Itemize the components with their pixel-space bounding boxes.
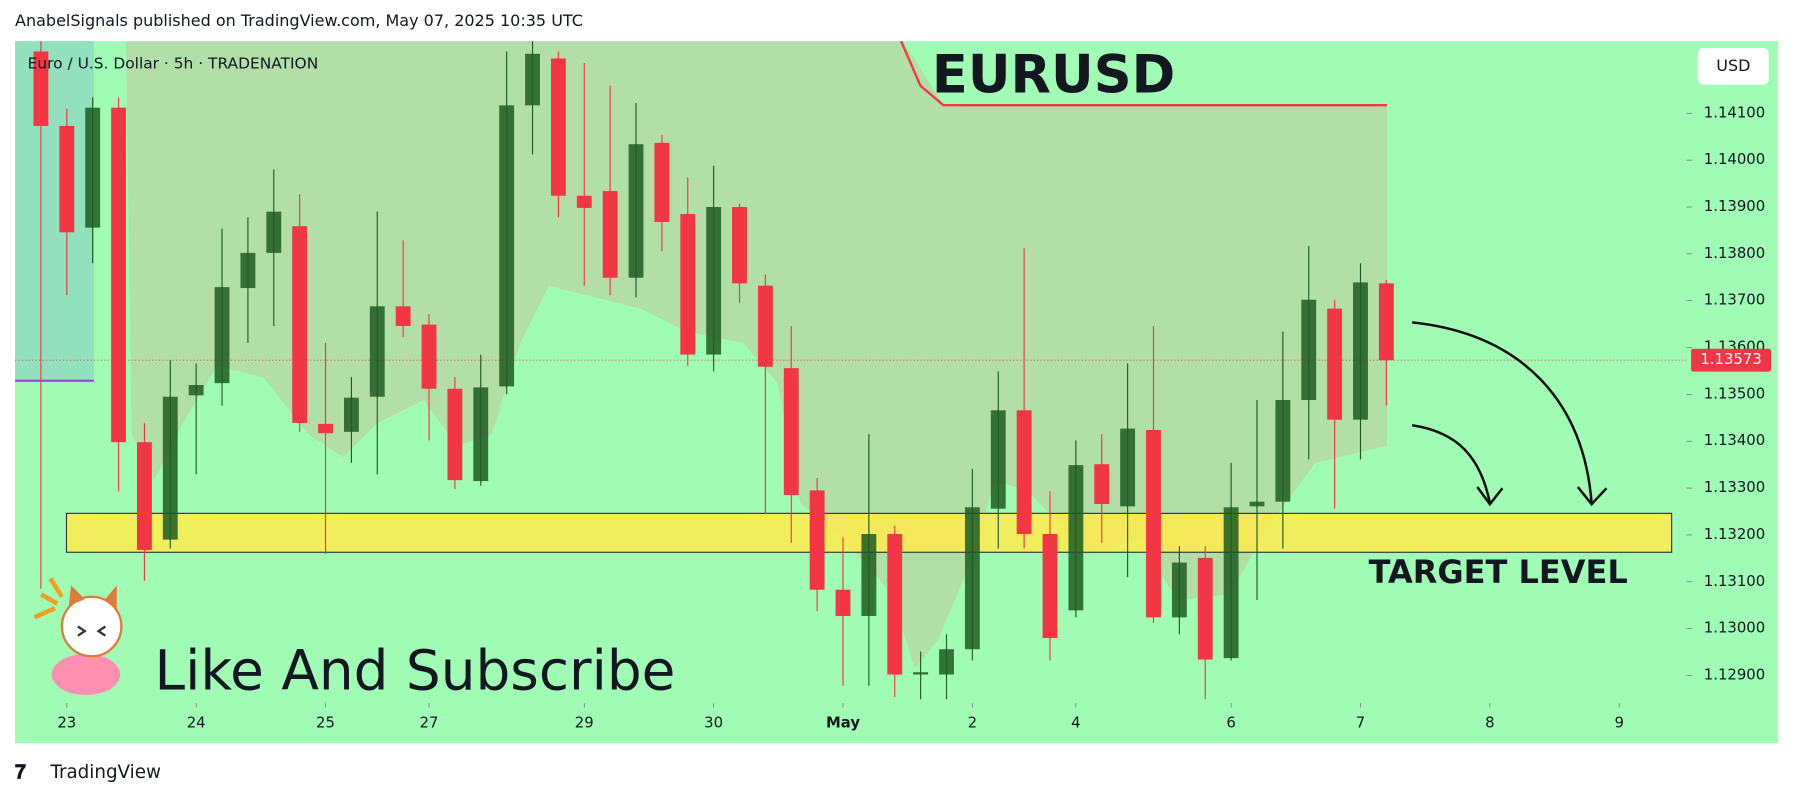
header-text: AnabelSignals published on TradingView.c… [15,11,583,30]
candle-body [550,58,566,196]
currency-label: USD [1716,56,1750,75]
candle-body [1223,507,1239,659]
candle-body [318,423,333,434]
x-tick-label: 7 [1356,714,1365,732]
candle-body [1171,562,1187,618]
footer-text: TradingView [49,762,161,783]
candle-body [395,306,411,326]
candle-body [188,385,204,396]
arrow [1411,321,1608,507]
zone-label: TARGET LEVEL [1369,553,1628,591]
y-tick-label: 1.13300 [1704,478,1765,496]
candle-body [706,206,722,355]
y-tick-label: 1.13000 [1704,619,1765,637]
candle-body [913,672,929,675]
y-tick-label: 1.13800 [1704,244,1765,262]
candle-body [447,388,463,481]
candle-body [783,368,799,496]
x-tick-label: 27 [420,714,439,732]
x-tick-label: 9 [1614,714,1623,732]
axes: 1.12900 1.13000 1.13100 1.13200 1.13300 1.134… [15,103,1772,732]
candle-body [1353,282,1368,420]
y-tick-label: 1.13200 [1704,525,1765,543]
candle-body [292,226,308,423]
candle-body [990,410,1006,509]
candle-body [1068,465,1084,611]
left-shade [15,41,94,381]
candle-body [1042,533,1058,638]
x-tick-label: 4 [1071,714,1080,732]
y-tick-label: 1.12900 [1704,665,1765,683]
candle-body [369,306,385,397]
candle-body [861,533,877,616]
candle-body [59,125,75,233]
candle-body [1327,308,1343,420]
candle-body [33,51,49,126]
candle-body [1197,557,1213,660]
y-tick-label: 1.14100 [1704,103,1765,121]
candle-body [887,533,903,675]
candle-body [939,649,954,675]
candle-body [835,589,851,616]
x-tick-label: May [826,714,860,732]
candle-body [421,324,437,389]
mascot [33,577,123,696]
candles [33,41,1394,700]
candle-body [809,490,825,590]
candle-body [1120,428,1136,507]
y-tick-label: 1.13400 [1704,431,1765,449]
candle-body [1378,283,1394,361]
annotation: Like And Subscribe [155,639,676,703]
candle-body [525,53,540,106]
candle-body [757,285,773,367]
candle-body [654,142,670,222]
x-tick-label: 24 [187,714,206,732]
y-tick-label: 1.13700 [1704,291,1765,309]
symbol-info: Euro / U.S. Dollar · 5h · TRADENATION [28,55,319,73]
last-price-label: 1.13573 [1700,350,1761,368]
candle-body [240,252,256,289]
chart-title: EURUSD [932,44,1175,105]
candle-body [1249,501,1265,507]
candle-body [499,105,515,387]
x-tick-label: 8 [1485,714,1494,732]
x-tick-label: 2 [968,714,977,732]
last-price-tag [1691,348,1772,372]
x-tick-label: 25 [316,714,335,732]
candle-body [111,107,126,443]
y-tick-label: 1.13500 [1704,384,1765,402]
candle-body [1301,299,1317,401]
y-tick-label: 1.14000 [1704,150,1765,168]
y-tick-label: 1.13100 [1704,572,1765,590]
x-tick-label: 29 [575,714,594,732]
candle-body [214,287,230,384]
candle-body [1275,400,1291,502]
x-tick-label: 23 [57,714,76,732]
x-tick-label: 6 [1226,714,1235,732]
candle-body [1016,410,1032,534]
candle-body [576,195,592,208]
candle-body [473,387,489,482]
candle-body [628,144,644,278]
candle-body [136,442,152,550]
currency-button[interactable] [1697,48,1769,85]
x-tick-label: 30 [704,714,723,732]
candle-body [1094,464,1110,505]
candle-body [343,397,359,432]
logo-mark: 𝟕 [15,760,26,783]
candle-body [964,507,980,650]
arrow [1411,424,1504,507]
candle-body [602,191,618,278]
candle-body [85,107,101,228]
candle-body [162,396,178,540]
candle-body [732,206,747,284]
red-outline [900,40,1387,107]
candle-body [266,211,282,253]
candle-body [680,214,696,355]
y-tick-label: 1.13900 [1704,197,1765,215]
candle-body [1146,429,1161,618]
